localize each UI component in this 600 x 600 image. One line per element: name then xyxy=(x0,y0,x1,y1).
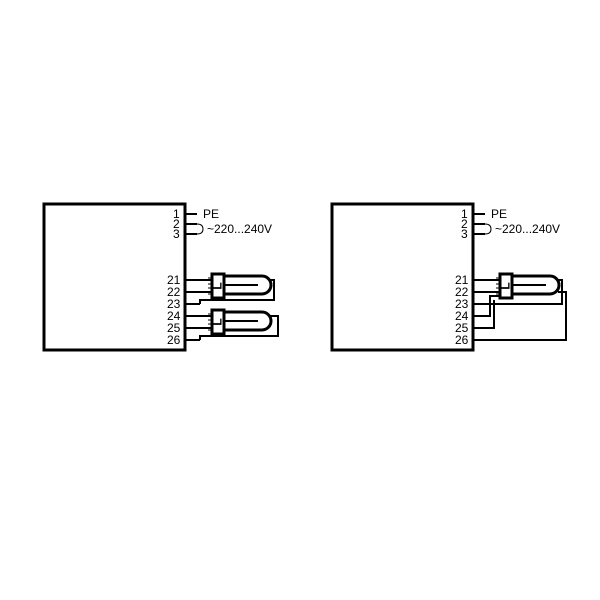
left-voltage-label: ~220...240V xyxy=(207,223,272,235)
left-pe-label: PE xyxy=(203,208,219,220)
left-pin-26-num: 26 xyxy=(167,334,180,346)
right-voltage-label: ~220...240V xyxy=(495,223,560,235)
left-ballast-box xyxy=(44,204,185,350)
right-pe-label: PE xyxy=(491,208,507,220)
left-lamp1-label: L xyxy=(212,282,224,289)
right-pin-26-num: 26 xyxy=(455,334,468,346)
left-pin-3-num: 3 xyxy=(173,228,180,240)
left-lamp2-label: L xyxy=(212,318,224,325)
diagram-svg xyxy=(0,0,600,600)
wiring-diagram: 1 2 3 PE ~220...240V 21 22 23 24 25 26 L… xyxy=(0,0,600,600)
right-pin-3-num: 3 xyxy=(461,228,468,240)
right-lamp-label: L xyxy=(500,282,512,289)
right-ballast-box xyxy=(332,204,473,350)
